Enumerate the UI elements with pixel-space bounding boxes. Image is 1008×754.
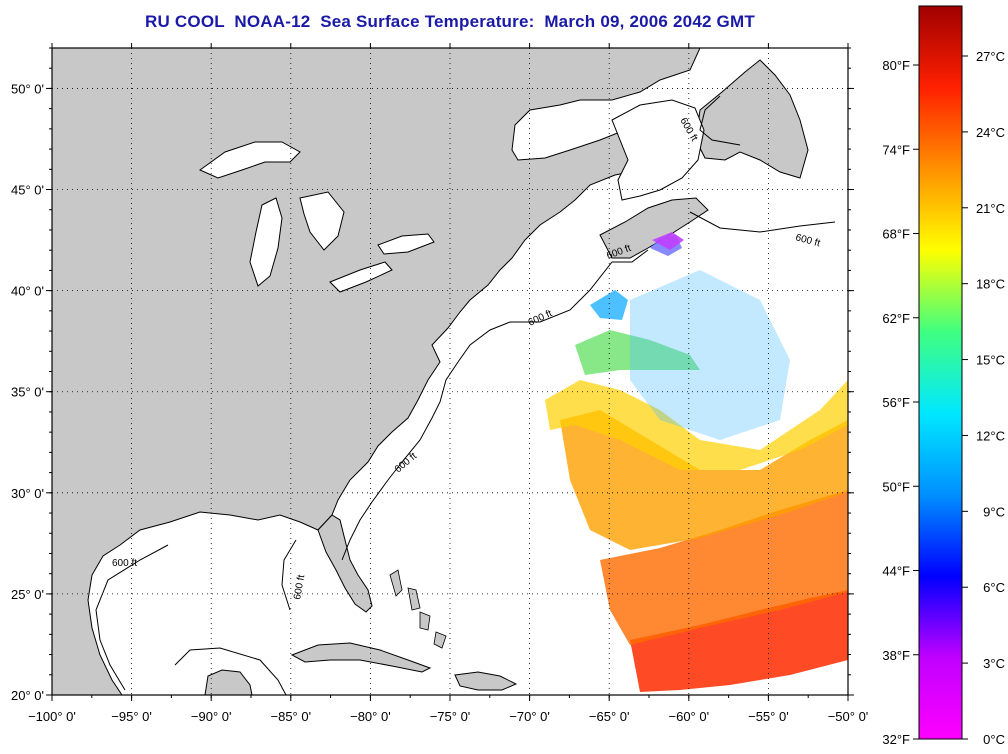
lat-tick-label: 35° 0': [11, 385, 44, 400]
map-ticks: [46, 43, 854, 701]
colorbar-f-label: 50°F: [882, 479, 910, 494]
lat-tick-label: 25° 0': [11, 587, 44, 602]
longitude-labels: −100° 0' −95° 0' −90° 0' −85° 0' −80° 0' −75°…: [28, 709, 868, 724]
latitude-labels: 50° 0' 45° 0' 40° 0' 35° 0' 30° 0' 25° 0' 20° …: [11, 81, 44, 703]
colorbar-c-label: 3°C: [983, 656, 1005, 671]
lat-tick-label: 45° 0': [11, 183, 44, 198]
land-yucatan: [204, 669, 253, 695]
lake-erie: [329, 261, 393, 293]
land-north-america: [52, 48, 701, 695]
lon-tick-label: −90° 0': [191, 709, 232, 724]
land-bahamas: [389, 569, 447, 649]
lon-tick-label: −50° 0': [828, 709, 869, 724]
gulf-st-lawrence: [611, 99, 705, 201]
colorbar-c-label: 6°C: [983, 580, 1005, 595]
land-nova-scotia: [599, 197, 709, 259]
colorbar: [918, 5, 963, 740]
lat-tick-label: 30° 0': [11, 486, 44, 501]
lon-tick-label: −85° 0': [271, 709, 312, 724]
lat-tick-label: 50° 0': [11, 81, 44, 96]
colorbar-c-label: 24°C: [976, 125, 1005, 140]
lon-tick-label: −55° 0': [748, 709, 789, 724]
colorbar-f-label: 74°F: [882, 142, 910, 157]
colorbar-f-label: 62°F: [882, 311, 910, 326]
colorbar-c-label: 0°C: [983, 732, 1005, 747]
colorbar-f-label: 80°F: [882, 58, 910, 73]
lake-michigan: [249, 197, 283, 287]
svg-text:600 ft: 600 ft: [292, 574, 307, 601]
colorbar-c-label: 12°C: [976, 428, 1005, 443]
lat-tick-label: 20° 0': [11, 688, 44, 703]
colorbar-f-label: 32°F: [882, 732, 910, 747]
colorbar-c-label: 18°C: [976, 277, 1005, 292]
colorbar-f-label: 44°F: [882, 564, 910, 579]
chart-title: RU COOL NOAA-12 Sea Surface Temperature:…: [145, 12, 755, 31]
colorbar-fahrenheit-labels: 80°F 74°F 68°F 62°F 56°F 50°F 44°F 38°F 32°F: [882, 58, 919, 747]
colorbar-c-label: 15°C: [976, 353, 1005, 368]
lake-ontario: [377, 233, 435, 255]
lon-tick-label: −95° 0': [111, 709, 152, 724]
land-cuba: [290, 642, 432, 673]
sst-swath: [545, 232, 848, 692]
colorbar-c-label: 9°C: [983, 504, 1005, 519]
lake-huron: [299, 191, 345, 251]
svg-text:600 ft: 600 ft: [112, 558, 137, 569]
colorbar-f-label: 38°F: [882, 648, 910, 663]
colorbar-c-label: 27°C: [976, 49, 1005, 64]
isobath-600ft: [95, 95, 836, 695]
land-hispaniola: [454, 671, 518, 691]
colorbar-c-label: 21°C: [976, 201, 1005, 216]
colorbar-f-label: 56°F: [882, 395, 910, 410]
colorbar-celsius-labels: 27°C 24°C 21°C 18°C 15°C 12°C 9°C 6°C 3°C 0°C: [962, 49, 1005, 747]
lake-superior: [199, 141, 301, 179]
land-newfoundland: [695, 59, 809, 179]
lon-tick-label: −65° 0': [589, 709, 630, 724]
colorbar-f-label: 68°F: [882, 227, 910, 242]
lon-tick-label: −100° 0': [28, 709, 76, 724]
lon-tick-label: −80° 0': [350, 709, 391, 724]
lat-tick-label: 40° 0': [11, 284, 44, 299]
lon-tick-label: −75° 0': [430, 709, 471, 724]
lon-tick-label: −60° 0': [669, 709, 710, 724]
lon-tick-label: −70° 0': [509, 709, 550, 724]
